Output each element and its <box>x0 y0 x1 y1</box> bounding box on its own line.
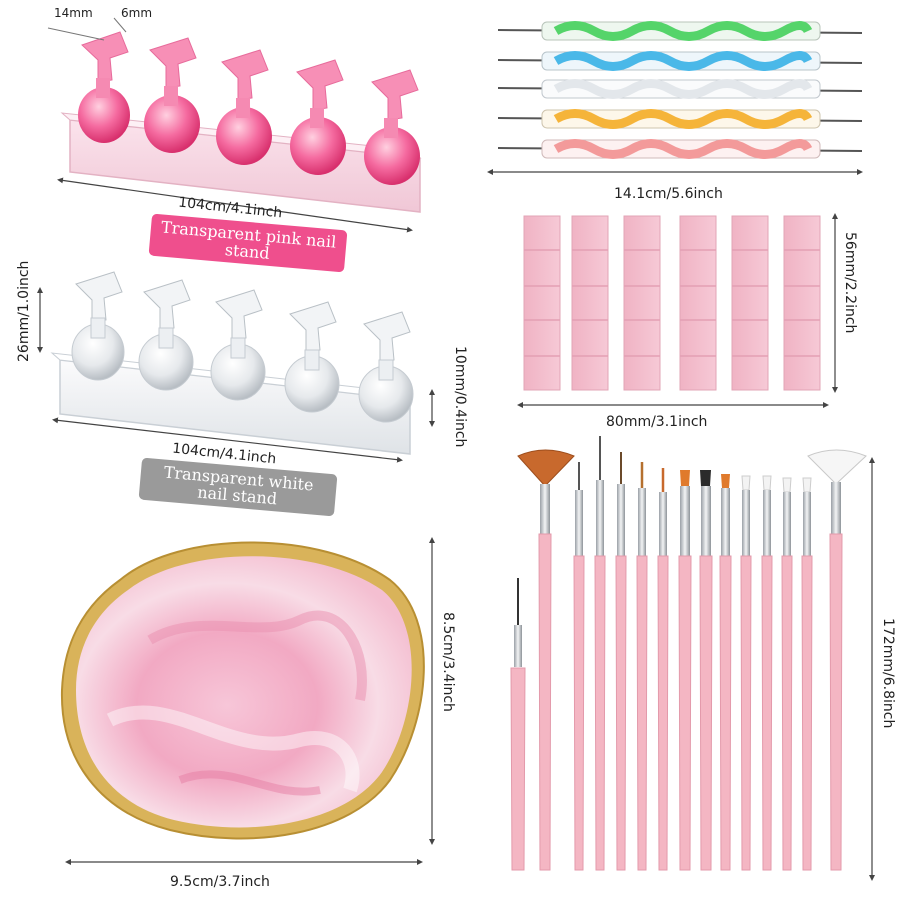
white-nail-stand <box>50 271 414 455</box>
white-stand-holder <box>358 311 414 423</box>
dotting-pen <box>497 109 863 129</box>
pink-stand-holder <box>290 59 346 175</box>
sponge-strip <box>571 215 609 391</box>
stand-tip-width-label: 14mm <box>54 6 93 20</box>
dimension-arrow <box>47 17 127 41</box>
nail-brush <box>594 436 606 871</box>
pink-stand-holder <box>78 31 130 143</box>
dimension-arrow <box>57 177 413 233</box>
sponge-strip <box>783 215 821 391</box>
nail-brush <box>761 475 773 871</box>
dotting-tool-length-label: 14.1cm/5.6inch <box>614 186 723 202</box>
sponge-strip <box>623 215 661 391</box>
nail-brush <box>801 477 813 871</box>
palette-height-label: 8.5cm/3.4inch <box>440 612 456 712</box>
dotting-pen <box>497 79 863 99</box>
dimension-arrow <box>52 417 403 463</box>
dotting-pen <box>497 21 863 41</box>
pink-nail-stand <box>60 31 422 213</box>
sponge-height-label: 56mm/2.2inch <box>842 232 858 334</box>
white-stand-holder <box>284 301 340 413</box>
stand-height-label: 26mm/1.0inch <box>16 260 32 362</box>
nail-brush <box>573 462 585 871</box>
pink-stand-holder <box>216 49 272 165</box>
nail-brush <box>781 477 793 871</box>
sponge-strips <box>523 215 821 391</box>
nail-brush <box>678 470 692 871</box>
fan-brush <box>517 449 575 871</box>
stand-tip-depth-label: 6mm <box>121 6 153 20</box>
nail-brush <box>636 462 648 871</box>
nail-brushes <box>510 436 867 871</box>
pink-stand-holder <box>144 37 200 153</box>
fan-brush <box>807 449 867 871</box>
brush-length-label: 172mm/6.8inch <box>880 618 896 729</box>
sponge-strip <box>523 215 561 391</box>
nail-brush <box>510 578 526 871</box>
sponge-strip <box>731 215 769 391</box>
dotting-tools <box>497 21 863 159</box>
nail-brush <box>719 474 732 871</box>
nail-brush <box>699 470 713 871</box>
white-stand-holder <box>210 289 266 401</box>
base-height-label: 10mm/0.4inch <box>452 346 468 448</box>
nail-brush <box>740 475 752 871</box>
dotting-pen <box>497 139 863 159</box>
palette-width-label: 9.5cm/3.7inch <box>170 874 270 890</box>
sponge-width-label: 80mm/3.1inch <box>606 414 708 430</box>
white-stand-holder <box>138 279 194 391</box>
nail-brush <box>615 452 627 871</box>
nail-brush <box>657 468 669 871</box>
white-stand-holder <box>71 271 125 381</box>
pink-stand-holder <box>364 69 420 185</box>
dotting-pen <box>497 51 863 71</box>
resin-palette <box>60 541 425 840</box>
sponge-strip <box>679 215 717 391</box>
